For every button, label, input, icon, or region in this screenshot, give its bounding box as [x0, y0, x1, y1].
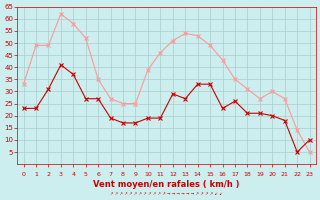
X-axis label: Vent moyen/en rafales ( km/h ): Vent moyen/en rafales ( km/h ): [93, 180, 240, 189]
Text: ↗ ↗ ↗ ↗ ↗ ↗ ↗ ↗ ↗ ↗ ↗ ↗ → → → → → → ↗ ↗ ↗ ↗ ↙ ↙: ↗ ↗ ↗ ↗ ↗ ↗ ↗ ↗ ↗ ↗ ↗ ↗ → → → → → → ↗ ↗ …: [109, 192, 224, 196]
